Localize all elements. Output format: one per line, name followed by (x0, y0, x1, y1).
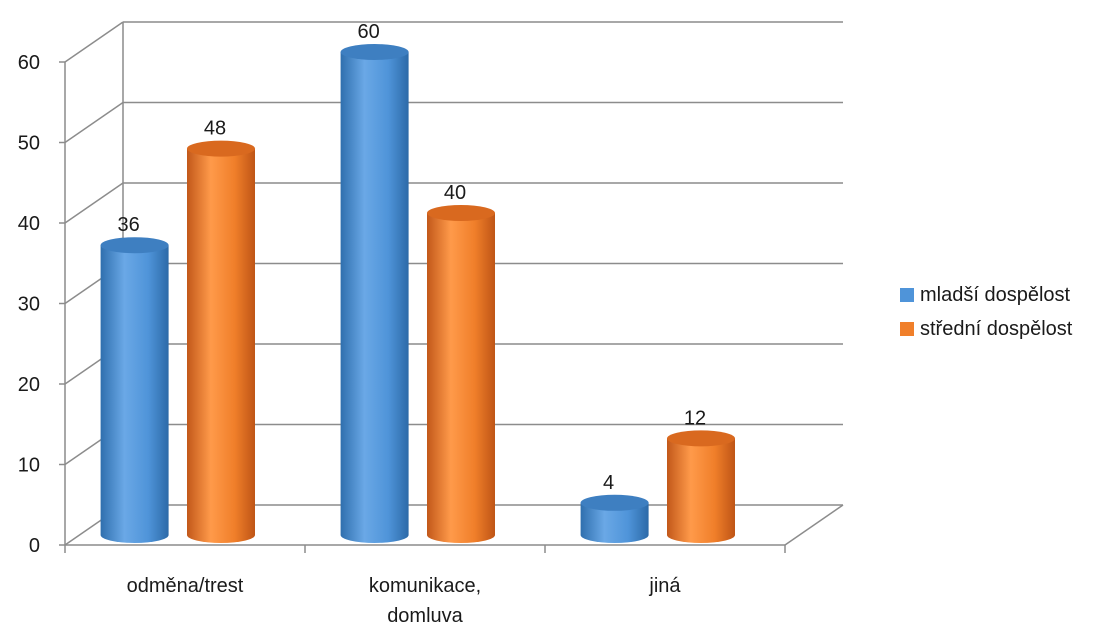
bar-body (340, 52, 409, 543)
bar-top (427, 205, 495, 221)
legend: mladší dospělost střední dospělost (900, 278, 1072, 346)
y-tick-label: 10 (18, 455, 40, 477)
y-tick-label: 20 (18, 374, 40, 396)
bar-body (580, 502, 649, 543)
y-tick-label: 40 (18, 213, 40, 235)
bar (340, 44, 409, 543)
x-tick-label: jiná (648, 575, 681, 597)
side-gridline (64, 101, 124, 144)
bar (580, 494, 649, 543)
bar-top (100, 237, 169, 254)
legend-swatch (900, 322, 914, 336)
floor-edge (784, 504, 844, 546)
bar-body (667, 438, 735, 543)
side-gridline (64, 21, 124, 63)
y-tick-label: 60 (18, 52, 40, 74)
legend-item: mladší dospělost (900, 278, 1072, 312)
x-tick-label: komunikace, domluva (369, 575, 481, 626)
legend-label: mladší dospělost (920, 283, 1071, 306)
legend-item: střední dospělost (900, 312, 1072, 346)
bar-top (187, 140, 255, 157)
y-tick-label: 0 (29, 535, 40, 557)
y-tick-label: 50 (18, 133, 40, 155)
bar (187, 140, 255, 543)
data-label: 48 (204, 118, 226, 140)
bar-top (340, 44, 409, 60)
bar (427, 205, 495, 543)
bar-body (100, 245, 169, 543)
data-label: 36 (117, 214, 139, 236)
legend-swatch (900, 288, 914, 302)
bar (100, 237, 169, 543)
data-label: 60 (357, 21, 379, 43)
data-label: 12 (684, 407, 706, 429)
bar-body (187, 148, 255, 543)
bar-body (427, 213, 495, 543)
x-tick-label: odměna/trest (127, 575, 244, 597)
bar-top (667, 430, 735, 447)
side-gridline (64, 182, 124, 224)
data-label: 40 (444, 182, 466, 204)
bar (667, 430, 735, 543)
legend-label: střední dospělost (920, 317, 1073, 340)
data-label: 4 (603, 472, 614, 494)
bar-top (580, 494, 649, 511)
y-tick-label: 30 (18, 294, 40, 316)
